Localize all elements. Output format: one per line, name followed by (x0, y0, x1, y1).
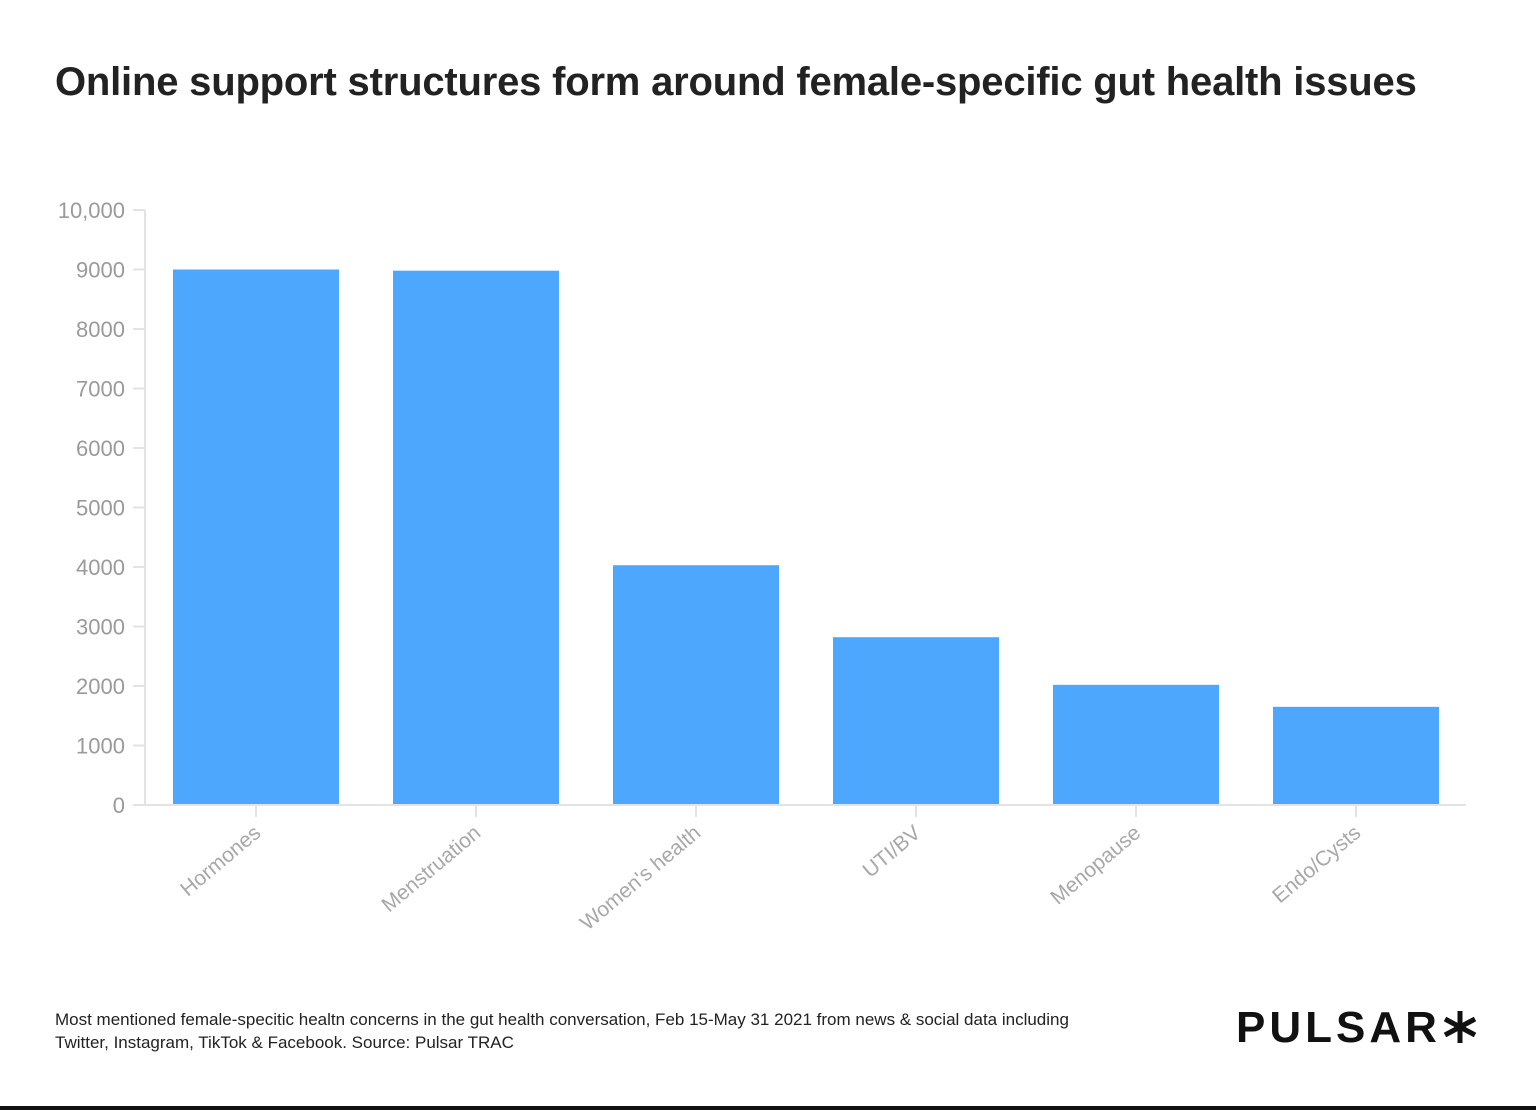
y-tick-label: 7000 (76, 377, 125, 402)
x-tick-label: Menopause (1046, 821, 1145, 909)
x-tick-label: Women's health (576, 821, 705, 935)
x-tick-label: Hormones (176, 821, 265, 901)
bar (173, 269, 339, 805)
bars (173, 269, 1439, 805)
y-tick-label: 5000 (76, 496, 125, 521)
chart-title: Online support structures form around fe… (55, 60, 1417, 104)
bar (613, 565, 779, 805)
logo-text: PULSAR (1236, 1003, 1441, 1052)
y-tick-label: 2000 (76, 674, 125, 699)
footnote-line-1: Most mentioned female-specitic healtn co… (55, 1010, 1069, 1029)
bar (833, 637, 999, 805)
y-axis: 0 1000 2000 3000 4000 5000 6000 7000 8000 9000 10,… (58, 198, 146, 818)
chart-footnote: Most mentioned female-specitic healtn co… (55, 1008, 1205, 1054)
x-axis: Hormones Menstruation Women's health UTI/BV… (145, 804, 1466, 935)
y-tick-label: 10,000 (58, 198, 125, 223)
x-tick-label: UTI/BV (859, 821, 926, 882)
bar-chart: 0 1000 2000 3000 4000 5000 6000 7000 8000 9000 10,… (58, 198, 1466, 935)
y-tick-label: 8000 (76, 317, 125, 342)
asterisk-icon (1443, 1011, 1477, 1043)
x-tick-label: Menstruation (377, 821, 485, 917)
y-tick-label: 3000 (76, 615, 125, 640)
y-tick-label: 0 (113, 793, 125, 818)
y-tick-label: 1000 (76, 734, 125, 759)
bar (1273, 706, 1439, 805)
bar (393, 270, 559, 805)
y-tick-label: 4000 (76, 555, 125, 580)
x-tick-label: Endo/Cysts (1268, 821, 1365, 908)
y-tick-label: 9000 (76, 258, 125, 283)
y-tick-label: 6000 (76, 436, 125, 461)
bar (1053, 684, 1219, 805)
footnote-line-2: Twitter, Instagram, TikTok & Facebook. S… (55, 1033, 514, 1052)
pulsar-logo: PULSAR (1236, 1003, 1477, 1053)
bottom-border (0, 1106, 1536, 1110)
